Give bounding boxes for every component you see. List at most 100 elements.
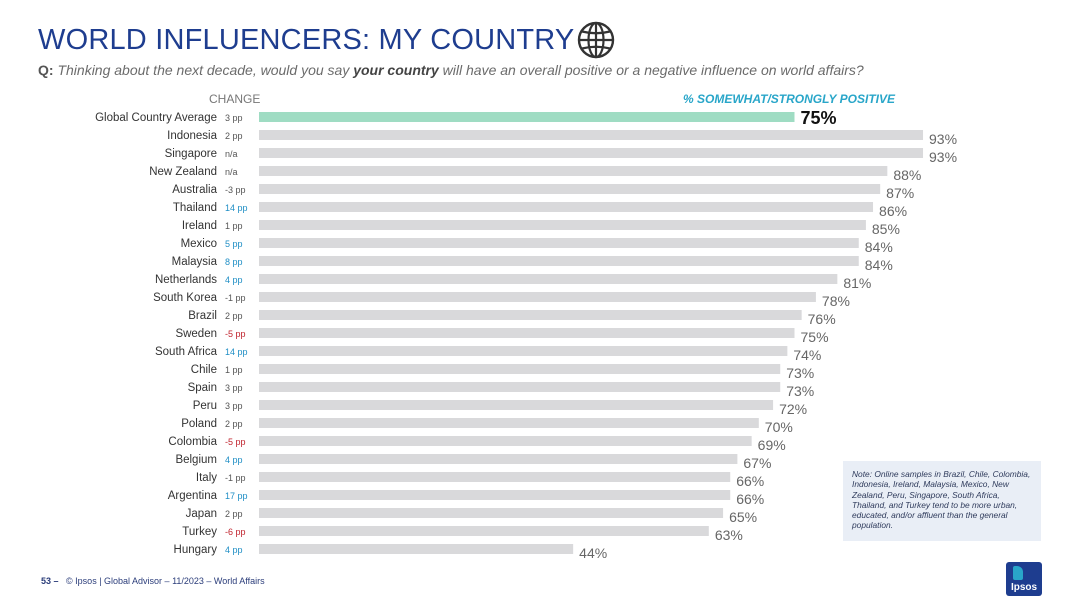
title-text: WORLD INFLUENCERS: MY COUNTRY — [38, 23, 575, 56]
category-label: Australia — [172, 184, 217, 196]
category-label: Turkey — [182, 526, 217, 538]
bar — [259, 274, 838, 284]
value-label: 74% — [793, 347, 821, 363]
category-label: Chile — [191, 364, 217, 376]
bar — [259, 202, 874, 212]
value-label: 75% — [801, 108, 837, 128]
value-label: 87% — [886, 185, 914, 201]
value-label: 70% — [765, 419, 793, 435]
change-label: 1 pp — [225, 221, 243, 231]
value-label: 76% — [808, 311, 836, 327]
bar — [259, 544, 574, 554]
value-label: 44% — [579, 545, 607, 561]
value-label: 88% — [893, 167, 921, 183]
bar — [259, 256, 859, 266]
value-label: 73% — [786, 365, 814, 381]
bar — [259, 238, 859, 248]
bar — [259, 328, 795, 338]
survey-question: Q: Thinking about the next decade, would… — [38, 62, 864, 78]
value-label: 93% — [929, 131, 957, 147]
bar — [259, 418, 759, 428]
change-label: 3 pp — [225, 401, 243, 411]
bar — [259, 184, 881, 194]
change-label: -3 pp — [225, 185, 246, 195]
bar — [259, 472, 731, 482]
change-label: 3 pp — [225, 383, 243, 393]
category-label: Poland — [181, 418, 217, 430]
category-label: Argentina — [168, 490, 218, 502]
value-label: 86% — [879, 203, 907, 219]
category-label: Malaysia — [172, 256, 218, 268]
category-label: Singapore — [165, 148, 217, 160]
bar — [259, 526, 709, 536]
change-label: 3 pp — [225, 113, 243, 123]
change-label: 4 pp — [225, 455, 243, 465]
change-column-header: CHANGE — [209, 92, 261, 106]
change-label: 2 pp — [225, 419, 243, 429]
change-label: n/a — [225, 149, 238, 159]
change-label: -6 pp — [225, 527, 246, 537]
bar — [259, 400, 774, 410]
ipsos-logo: Ipsos — [1006, 562, 1042, 596]
value-label: 84% — [865, 239, 893, 255]
change-label: 14 pp — [225, 347, 248, 357]
bar — [259, 112, 795, 122]
change-label: -1 pp — [225, 293, 246, 303]
value-label: 67% — [743, 455, 771, 471]
change-label: 4 pp — [225, 275, 243, 285]
bar — [259, 454, 738, 464]
bar — [259, 220, 866, 230]
value-label: 73% — [786, 383, 814, 399]
bar — [259, 436, 752, 446]
bar — [259, 382, 781, 392]
category-label: Ireland — [182, 220, 217, 232]
category-label: Peru — [193, 400, 217, 412]
category-label: Indonesia — [167, 130, 217, 142]
bar — [259, 508, 724, 518]
category-label: Colombia — [168, 436, 217, 448]
category-label: South Africa — [155, 346, 218, 358]
footer: 53 – © Ipsos | Global Advisor – 11/2023 … — [41, 576, 265, 586]
footer-text: © Ipsos | Global Advisor – 11/2023 – Wor… — [66, 576, 265, 586]
change-label: n/a — [225, 167, 238, 177]
bar — [259, 346, 788, 356]
value-label: 65% — [729, 509, 757, 525]
category-label: New Zealand — [149, 166, 217, 178]
bar — [259, 130, 924, 140]
change-label: -1 pp — [225, 473, 246, 483]
category-label: Spain — [188, 382, 217, 394]
value-label: 69% — [758, 437, 786, 453]
value-label: 66% — [736, 473, 764, 489]
category-label: Belgium — [175, 454, 217, 466]
value-label: 75% — [801, 329, 829, 345]
value-label: 93% — [929, 149, 957, 165]
category-label: Thailand — [173, 202, 217, 214]
value-label: 72% — [779, 401, 807, 417]
bar — [259, 148, 924, 158]
value-label: 78% — [822, 293, 850, 309]
change-label: 2 pp — [225, 311, 243, 321]
change-label: 5 pp — [225, 239, 243, 249]
change-label: 8 pp — [225, 257, 243, 267]
change-label: -5 pp — [225, 329, 246, 339]
category-label: Global Country Average — [95, 112, 217, 124]
category-label: South Korea — [153, 292, 218, 304]
category-label: Hungary — [174, 544, 218, 556]
change-label: 4 pp — [225, 545, 243, 555]
category-label: Netherlands — [155, 274, 217, 286]
change-label: 17 pp — [225, 491, 248, 501]
bar — [259, 310, 802, 320]
value-label: 85% — [872, 221, 900, 237]
change-label: -5 pp — [225, 437, 246, 447]
value-label: 66% — [736, 491, 764, 507]
bar — [259, 292, 816, 302]
change-label: 2 pp — [225, 509, 243, 519]
bar — [259, 166, 888, 176]
question-prefix: Q: — [38, 62, 54, 78]
logo-mark — [1013, 566, 1023, 580]
globe-icon — [578, 21, 615, 59]
question-text-2: will have an overall positive or a negat… — [438, 62, 864, 78]
bar — [259, 490, 731, 500]
category-label: Mexico — [181, 238, 217, 250]
